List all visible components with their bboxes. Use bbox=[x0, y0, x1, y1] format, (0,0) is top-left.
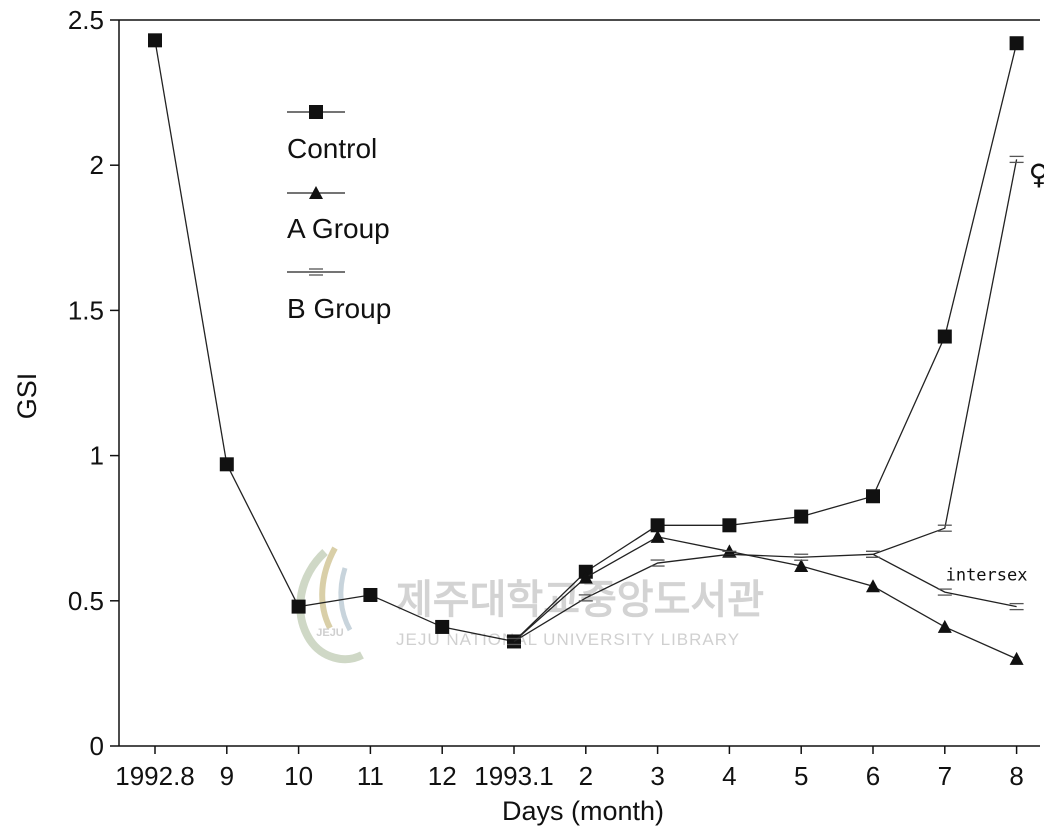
x-tick-label: 11 bbox=[357, 761, 384, 791]
y-tick-label: 2.5 bbox=[68, 5, 104, 35]
x-tick-label: 12 bbox=[428, 761, 457, 791]
data-point bbox=[148, 33, 162, 48]
data-point bbox=[937, 588, 952, 596]
legend-label: Control bbox=[287, 133, 377, 164]
legend-marker bbox=[309, 268, 323, 276]
data-point bbox=[722, 518, 737, 533]
logo-text: JEJU bbox=[316, 627, 344, 639]
data-point bbox=[507, 637, 521, 646]
data-point bbox=[866, 579, 880, 593]
data-point bbox=[1009, 155, 1024, 164]
legend-item-a-group: A Group bbox=[287, 186, 390, 244]
x-tick-label: 9 bbox=[220, 761, 234, 791]
y-tick-label: 0 bbox=[90, 731, 104, 761]
x-tick-label: 2 bbox=[579, 761, 593, 791]
data-point bbox=[937, 524, 952, 532]
female-symbol-annotation: ♀ bbox=[1029, 158, 1044, 191]
library-watermark: JEJU 제주대학교중앙도서관 JEJU NATIONAL UNIVERSITY… bbox=[296, 546, 764, 664]
data-point bbox=[937, 619, 952, 633]
y-tick-label: 2 bbox=[90, 150, 104, 180]
data-point bbox=[650, 529, 665, 543]
data-point bbox=[722, 550, 737, 558]
x-tick-label: 1992.8 bbox=[115, 761, 195, 791]
series-line bbox=[154, 40, 1018, 643]
legend-marker bbox=[309, 105, 323, 119]
data-point bbox=[794, 553, 809, 561]
y-tick-label: 0.5 bbox=[68, 586, 104, 616]
intersex-annotation: intersex bbox=[946, 566, 1028, 586]
watermark-korean: 제주대학교중앙도서관 bbox=[396, 577, 764, 623]
x-tick-label: 4 bbox=[722, 761, 736, 791]
y-tick-label: 1 bbox=[90, 441, 104, 471]
x-tick-label: 5 bbox=[794, 761, 808, 791]
series-layer bbox=[148, 33, 1024, 665]
x-axis-ticks: 1992.8 9 10 11 12 1993.1 2 3 4 5 6 7 8 bbox=[115, 746, 1024, 791]
legend-marker bbox=[309, 186, 323, 199]
x-tick-label: 3 bbox=[650, 761, 664, 791]
x-tick-label: 1993.1 bbox=[474, 761, 554, 791]
y-axis-ticks: 0 0.5 1 1.5 2 2.5 bbox=[68, 5, 119, 761]
data-point bbox=[650, 518, 665, 533]
data-point bbox=[650, 559, 665, 567]
x-tick-label: 8 bbox=[1009, 761, 1023, 791]
data-point bbox=[794, 558, 809, 572]
data-point bbox=[363, 587, 378, 602]
series-extra bbox=[866, 550, 1024, 611]
data-point bbox=[1009, 36, 1024, 51]
data-point bbox=[578, 570, 593, 584]
series-line bbox=[513, 159, 1018, 643]
data-point bbox=[578, 594, 593, 602]
series-line bbox=[513, 536, 1017, 660]
data-point bbox=[435, 619, 450, 634]
legend-item-control: Control bbox=[287, 105, 377, 164]
data-point bbox=[866, 489, 880, 504]
series-control bbox=[148, 33, 1024, 649]
data-point bbox=[1009, 602, 1024, 611]
x-axis-title: Days (month) bbox=[502, 796, 664, 826]
legend-label: A Group bbox=[287, 213, 390, 244]
legend-label: B Group bbox=[287, 293, 391, 324]
data-point bbox=[291, 599, 306, 614]
data-point bbox=[1009, 651, 1024, 665]
x-tick-label: 6 bbox=[866, 761, 880, 791]
library-logo-icon: JEJU bbox=[296, 546, 364, 664]
annotations: ♀ intersex bbox=[946, 158, 1044, 586]
x-tick-label: 10 bbox=[284, 761, 313, 791]
x-tick-label: 7 bbox=[938, 761, 952, 791]
series-line bbox=[872, 553, 1017, 608]
data-point bbox=[866, 550, 880, 558]
data-point bbox=[219, 457, 234, 472]
data-point bbox=[937, 329, 952, 344]
legend: Control A Group B Group bbox=[287, 105, 391, 324]
y-axis-title: GSI bbox=[12, 373, 42, 420]
legend-item-b-group: B Group bbox=[287, 268, 391, 324]
y-tick-label: 1.5 bbox=[68, 295, 104, 325]
data-point bbox=[794, 509, 809, 524]
